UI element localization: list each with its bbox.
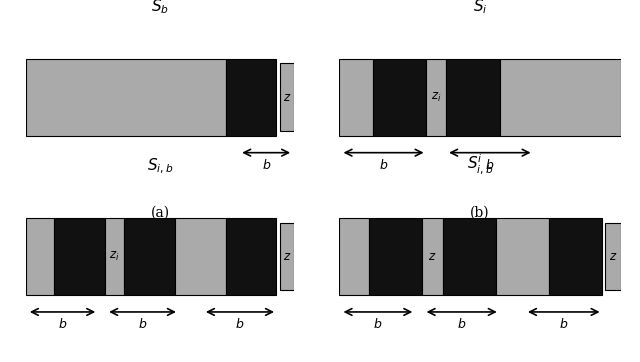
Bar [500, 59, 621, 136]
Bar [26, 59, 226, 136]
Bar [280, 223, 294, 290]
Text: $z_i$: $z_i$ [431, 91, 442, 104]
Bar [226, 218, 276, 295]
Text: $b$: $b$ [58, 317, 67, 331]
Bar [446, 59, 500, 136]
Bar [104, 218, 124, 295]
Text: $b$: $b$ [457, 317, 467, 331]
Bar [26, 218, 54, 295]
Bar [280, 63, 294, 131]
Text: $z$: $z$ [609, 250, 617, 263]
Bar [339, 59, 373, 136]
Bar [548, 218, 602, 295]
Bar [495, 218, 548, 295]
Bar [373, 59, 426, 136]
Text: $z$: $z$ [283, 250, 291, 263]
Text: $S^i_{i,b}$: $S^i_{i,b}$ [467, 152, 493, 176]
Bar [426, 59, 446, 136]
Text: $b$: $b$ [373, 317, 383, 331]
Text: $S_b$: $S_b$ [151, 0, 169, 16]
Text: $b$: $b$ [485, 158, 495, 172]
Text: $z$: $z$ [283, 91, 291, 104]
Bar [226, 59, 276, 136]
Text: $b$: $b$ [379, 158, 388, 172]
Bar [54, 218, 104, 295]
Bar [369, 218, 422, 295]
Text: (a): (a) [150, 206, 170, 220]
Text: $b$: $b$ [236, 317, 244, 331]
Text: $z$: $z$ [428, 250, 436, 263]
Text: $S_i$: $S_i$ [473, 0, 487, 16]
Bar [422, 218, 442, 295]
Bar [442, 218, 495, 295]
Text: (b): (b) [470, 206, 490, 220]
Text: $z_i$: $z_i$ [109, 250, 120, 263]
Text: $b$: $b$ [262, 158, 271, 172]
Bar [175, 218, 226, 295]
Text: $b$: $b$ [138, 317, 147, 331]
Bar [605, 223, 621, 290]
Bar [339, 218, 369, 295]
Text: $S_{i,b}$: $S_{i,b}$ [147, 156, 173, 176]
Bar [124, 218, 175, 295]
Text: $b$: $b$ [559, 317, 568, 331]
